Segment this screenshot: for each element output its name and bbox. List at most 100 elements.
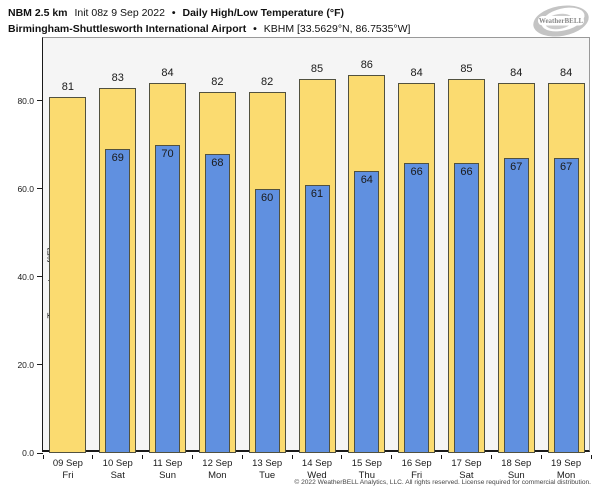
x-axis-tick bbox=[441, 455, 443, 459]
x-axis-label: 09 Sep Fri bbox=[43, 458, 93, 481]
low-temp-bar bbox=[155, 144, 181, 453]
x-axis-tick bbox=[490, 455, 492, 459]
x-axis-date: 10 Sep bbox=[102, 458, 133, 469]
high-value-label: 83 bbox=[111, 71, 124, 84]
x-axis-weekday: Thu bbox=[358, 469, 375, 481]
copyright-notice: © 2022 WeatherBELL Analytics, LLC. All r… bbox=[294, 479, 591, 486]
x-axis-tick bbox=[341, 455, 343, 459]
x-axis-weekday: Fri bbox=[62, 469, 74, 481]
low-value-label: 68 bbox=[211, 156, 224, 169]
x-axis-date: 11 Sep bbox=[152, 458, 183, 469]
high-value-label: 84 bbox=[510, 67, 523, 80]
x-axis-tick bbox=[92, 455, 94, 459]
y-axis-tick-label: 80.0 bbox=[17, 95, 34, 106]
y-axis-tick-label: 40.0 bbox=[17, 271, 34, 282]
low-value-label: 67 bbox=[559, 161, 573, 174]
high-value-label: 86 bbox=[360, 58, 373, 71]
high-value-label: 84 bbox=[410, 67, 423, 80]
low-temp-bar bbox=[553, 158, 579, 453]
high-temp-bar bbox=[49, 96, 87, 453]
x-axis-tick bbox=[540, 455, 542, 459]
bullet-separator: • bbox=[171, 7, 176, 19]
chart-header: NBM 2.5 km Init 08z 9 Sep 2022 • Daily H… bbox=[8, 5, 414, 37]
x-axis-label: 10 Sep Sat bbox=[93, 458, 143, 481]
header-line2: Birmingham-Shuttlesworth International A… bbox=[8, 21, 414, 37]
x-axis-tick bbox=[142, 455, 144, 459]
x-axis-date: 17 Sep bbox=[451, 458, 482, 469]
logo-brand-text: WeatherBELL bbox=[539, 17, 584, 25]
x-axis-date: 18 Sep bbox=[501, 458, 532, 469]
x-axis-label: 19 Sep Mon bbox=[541, 458, 591, 481]
y-axis-tick-label: 0.0 bbox=[22, 448, 34, 458]
x-axis-date: 14 Sep bbox=[301, 458, 333, 469]
high-value-label: 85 bbox=[310, 62, 324, 75]
model-name: NBM 2.5 km bbox=[8, 7, 68, 19]
x-axis-date: 12 Sep bbox=[202, 458, 233, 469]
x-axis-tick bbox=[42, 455, 44, 459]
x-axis-date: 09 Sep bbox=[52, 458, 83, 469]
bullet-separator: • bbox=[253, 23, 257, 35]
x-axis-label: 11 Sep Sun bbox=[143, 458, 193, 481]
x-axis-tick bbox=[391, 455, 393, 459]
high-value-label: 84 bbox=[161, 67, 174, 80]
y-axis-tick bbox=[37, 100, 43, 102]
x-axis-weekday: Sat bbox=[110, 469, 125, 481]
low-value-label: 61 bbox=[310, 187, 324, 200]
y-axis-tick-label: 20.0 bbox=[17, 359, 34, 370]
low-value-label: 67 bbox=[510, 161, 523, 174]
low-value-label: 69 bbox=[111, 152, 124, 165]
x-axis-tick bbox=[241, 455, 243, 459]
x-axis-weekday: Mon bbox=[208, 469, 227, 481]
y-axis-tick bbox=[37, 452, 43, 454]
y-axis-tick-label: 60.0 bbox=[17, 183, 34, 194]
x-axis-label: 14 Sep Wed bbox=[292, 458, 342, 481]
x-axis-weekday: Wed bbox=[307, 469, 327, 481]
x-axis-date: 16 Sep bbox=[401, 458, 432, 469]
x-axis-tick bbox=[291, 455, 293, 459]
x-axis-weekday: Sun bbox=[159, 469, 176, 481]
high-value-label: 82 bbox=[211, 76, 224, 89]
low-value-label: 66 bbox=[460, 165, 473, 178]
init-time: Init 08z 9 Sep 2022 bbox=[74, 7, 165, 19]
low-value-label: 66 bbox=[410, 165, 423, 178]
low-temp-bar bbox=[503, 158, 529, 453]
x-axis-weekday: Mon bbox=[556, 469, 576, 481]
weatherbell-logo: WeatherBELL bbox=[533, 5, 589, 37]
high-value-label: 85 bbox=[460, 62, 473, 75]
product-title: Daily High/Low Temperature (°F) bbox=[182, 7, 345, 19]
x-axis-label: 12 Sep Mon bbox=[192, 458, 242, 481]
y-axis-tick bbox=[37, 276, 43, 278]
high-value-label: 82 bbox=[261, 76, 274, 89]
y-axis-tick bbox=[37, 364, 43, 366]
x-axis-weekday: Sat bbox=[459, 469, 474, 481]
x-axis-label: 15 Sep Thu bbox=[342, 458, 392, 481]
station-id-coordinates: KBHM [33.5629°N, 86.7535°W] bbox=[263, 23, 411, 35]
plot-area: Temperature [°F] 0.020.040.060.080.08109… bbox=[17, 37, 592, 481]
low-temp-bar bbox=[404, 162, 430, 453]
x-axis-label: 13 Sep Tue bbox=[242, 458, 292, 481]
low-value-label: 64 bbox=[360, 174, 373, 187]
x-axis-label: 18 Sep Sun bbox=[491, 458, 541, 481]
x-axis-tick bbox=[590, 455, 592, 459]
x-axis-weekday: Sun bbox=[507, 469, 525, 481]
x-axis-weekday: Fri bbox=[411, 469, 423, 481]
y-axis-tick bbox=[37, 188, 43, 190]
x-axis-date: 13 Sep bbox=[252, 458, 283, 469]
low-value-label: 70 bbox=[161, 147, 174, 160]
station-name: Birmingham-Shuttlesworth International A… bbox=[8, 23, 247, 35]
low-temp-bar bbox=[453, 162, 479, 453]
high-value-label: 81 bbox=[61, 80, 75, 93]
header-line1: NBM 2.5 km Init 08z 9 Sep 2022 • Daily H… bbox=[8, 5, 414, 21]
low-temp-bar bbox=[105, 149, 131, 453]
low-temp-bar bbox=[204, 153, 230, 453]
x-axis-weekday: Tue bbox=[259, 469, 276, 481]
high-value-label: 84 bbox=[559, 67, 573, 80]
low-temp-bar bbox=[354, 171, 380, 453]
low-temp-bar bbox=[254, 188, 280, 453]
low-value-label: 60 bbox=[261, 191, 274, 204]
x-axis-label: 16 Sep Fri bbox=[392, 458, 442, 481]
x-axis-date: 19 Sep bbox=[551, 458, 582, 469]
low-temp-bar bbox=[304, 184, 330, 453]
x-axis-label: 17 Sep Sat bbox=[442, 458, 492, 481]
